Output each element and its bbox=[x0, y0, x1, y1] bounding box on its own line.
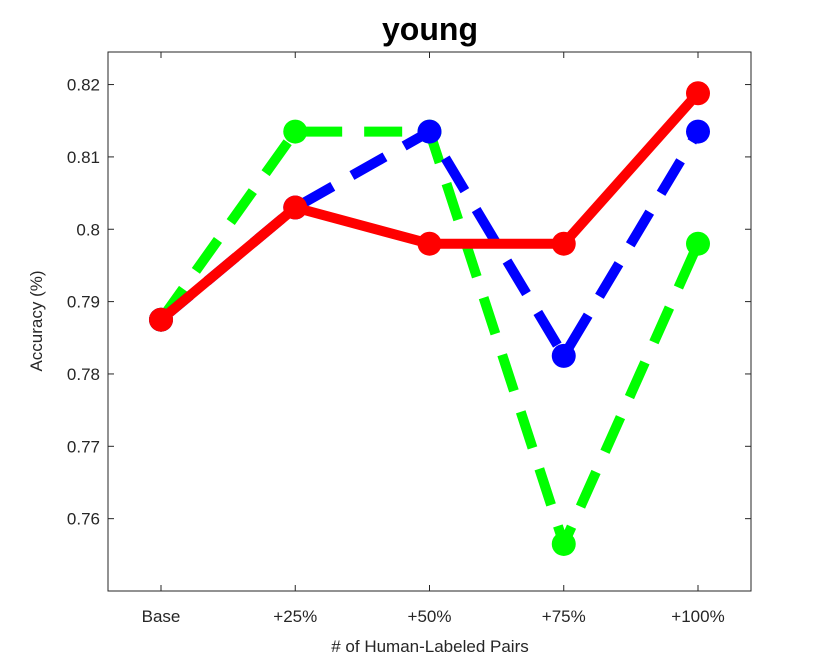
data-point bbox=[551, 343, 576, 368]
x-tick-label: Base bbox=[142, 607, 181, 626]
data-point bbox=[686, 119, 710, 144]
y-tick-label: 0.81 bbox=[67, 148, 100, 167]
series-layer bbox=[149, 81, 710, 556]
data-point bbox=[551, 231, 576, 256]
y-tick-label: 0.82 bbox=[67, 76, 100, 95]
data-point bbox=[149, 307, 173, 332]
x-axis: Base +25% +50% +75% +100% bbox=[142, 52, 725, 626]
data-point bbox=[417, 231, 442, 256]
y-axis: 0.76 0.77 0.78 0.79 0.8 0.81 0.82 bbox=[67, 76, 751, 529]
data-point bbox=[283, 195, 308, 220]
x-tick-label: +25% bbox=[273, 607, 317, 626]
chart-title: young bbox=[382, 11, 478, 47]
y-axis-label: Accuracy (%) bbox=[27, 270, 46, 371]
y-tick-label: 0.76 bbox=[67, 510, 100, 529]
series-3 bbox=[149, 81, 710, 332]
y-tick-label: 0.78 bbox=[67, 365, 100, 384]
data-point bbox=[417, 119, 442, 144]
x-tick-label: +50% bbox=[408, 607, 452, 626]
x-tick-label: +100% bbox=[671, 607, 724, 626]
x-tick-label: +75% bbox=[542, 607, 586, 626]
data-point bbox=[283, 119, 308, 144]
x-axis-label: # of Human-Labeled Pairs bbox=[331, 637, 529, 656]
y-tick-label: 0.8 bbox=[76, 220, 100, 239]
y-tick-label: 0.79 bbox=[67, 293, 100, 312]
data-point bbox=[686, 231, 710, 256]
data-point bbox=[551, 531, 576, 556]
y-tick-label: 0.77 bbox=[67, 437, 100, 456]
data-point bbox=[686, 81, 710, 106]
